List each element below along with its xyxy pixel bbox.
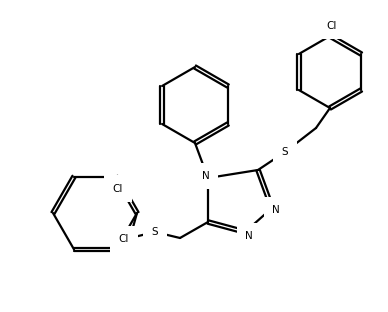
Text: Cl: Cl bbox=[327, 21, 337, 31]
Text: N: N bbox=[202, 171, 210, 181]
Text: S: S bbox=[152, 227, 158, 237]
Text: Cl: Cl bbox=[119, 234, 129, 244]
Text: N: N bbox=[245, 231, 253, 241]
Text: N: N bbox=[272, 205, 280, 215]
Text: Cl: Cl bbox=[113, 184, 123, 194]
Text: S: S bbox=[282, 147, 288, 157]
